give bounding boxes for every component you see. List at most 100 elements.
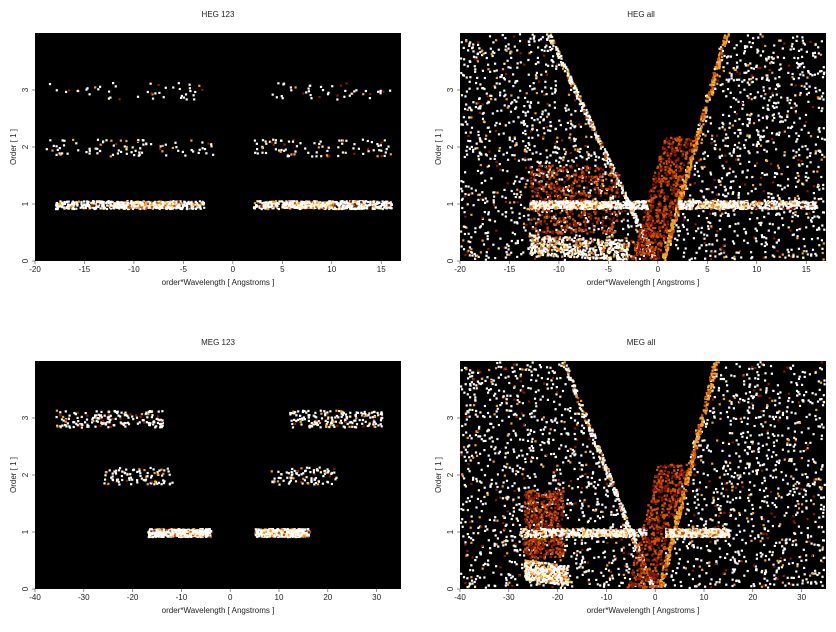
density-cell (482, 103, 484, 105)
density-cell (371, 141, 373, 143)
density-cell (89, 148, 91, 150)
density-cell (477, 131, 479, 133)
density-cell (467, 109, 469, 111)
density-cell (736, 71, 738, 73)
density-cell (789, 229, 791, 231)
density-cell (767, 108, 769, 110)
density-cell (328, 147, 330, 149)
density-cell (673, 163, 675, 165)
density-cell (548, 171, 550, 173)
density-cell (732, 180, 734, 182)
density-cell (760, 145, 762, 147)
density-cell (470, 131, 472, 133)
density-cell (467, 140, 469, 142)
density-cell (555, 49, 557, 51)
density-cell (254, 140, 256, 142)
density-cell (262, 205, 264, 207)
density-cell (626, 197, 628, 199)
density-cell (212, 154, 214, 156)
density-cell (793, 48, 795, 50)
density-cell (342, 205, 344, 207)
density-cell (563, 156, 565, 158)
density-cell (710, 225, 712, 227)
density-cell (744, 47, 746, 49)
density-cell (358, 148, 360, 150)
density-cell (604, 163, 606, 165)
density-cell (506, 243, 508, 245)
density-cell (575, 234, 577, 236)
density-cell (201, 89, 203, 91)
density-cell (479, 138, 481, 140)
density-cell (113, 145, 115, 147)
density-cell (522, 251, 524, 253)
density-cell (390, 153, 392, 155)
density-cell (755, 228, 757, 230)
density-cell (505, 45, 507, 47)
density-cell (368, 150, 370, 152)
density-cell (125, 148, 127, 150)
density-cell (819, 150, 821, 152)
density-cell (504, 104, 506, 106)
density-cell (733, 256, 735, 258)
density-cell (533, 40, 535, 42)
density-cell (555, 142, 557, 144)
density-cell (502, 169, 504, 171)
density-cell (202, 147, 204, 149)
density-cell (496, 69, 498, 71)
density-cell (805, 83, 807, 85)
density-cell (483, 120, 485, 122)
density-cell (305, 202, 307, 204)
density-cell (742, 123, 744, 125)
density-cell (783, 154, 785, 156)
density-cell (182, 151, 184, 153)
density-cell (511, 154, 513, 156)
density-cell (150, 143, 152, 145)
density-cell (490, 98, 492, 100)
density-cell (380, 207, 382, 209)
density-cell (711, 243, 713, 245)
density-cell (546, 174, 548, 176)
density-cell (585, 109, 587, 111)
density-cell (669, 240, 671, 242)
density-cell (798, 63, 800, 65)
density-cell (524, 157, 526, 159)
density-cell (525, 229, 527, 231)
density-cell (490, 95, 492, 97)
density-cell (86, 205, 88, 207)
density-cell (664, 253, 666, 255)
density-cell (799, 94, 801, 96)
density-cell (119, 98, 121, 100)
density-cell (812, 52, 814, 54)
density-cell (723, 167, 725, 169)
density-cell (667, 247, 669, 249)
density-cell (336, 201, 338, 203)
density-cell (777, 56, 779, 58)
density-cell (782, 121, 784, 123)
density-cell (340, 85, 342, 87)
density-cell (651, 222, 653, 224)
density-cell (797, 67, 799, 69)
density-cell (505, 197, 507, 199)
density-cell (769, 87, 771, 89)
density-cell (577, 91, 579, 93)
density-cell (341, 200, 343, 202)
density-cell (719, 63, 721, 65)
density-cell (569, 139, 571, 141)
density-cell (477, 170, 479, 172)
density-cell (562, 68, 564, 70)
density-cell (527, 147, 529, 149)
density-cell (473, 204, 475, 206)
density-cell (808, 213, 810, 215)
density-cell (463, 58, 465, 60)
density-cell (817, 215, 819, 217)
density-cell (680, 144, 682, 146)
density-cell (87, 201, 89, 203)
density-cell (787, 185, 789, 187)
density-cell (723, 55, 725, 57)
density-cell (575, 92, 577, 94)
density-cell (762, 35, 764, 37)
density-cell (729, 168, 731, 170)
density-cell (574, 99, 576, 101)
density-cell (264, 208, 266, 210)
density-cell (599, 140, 601, 142)
